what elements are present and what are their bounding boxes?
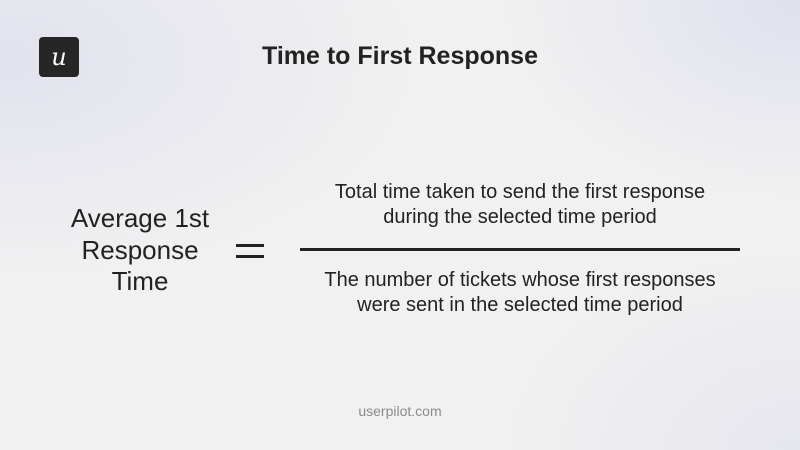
footer-url: userpilot.com bbox=[358, 403, 442, 419]
lhs-line: Response bbox=[81, 234, 199, 265]
numerator-line: Total time taken to send the first respo… bbox=[334, 181, 706, 203]
lhs-line: Average 1st bbox=[70, 203, 210, 233]
formula-denominator: The number of tickets whose first respon… bbox=[290, 268, 750, 318]
denominator-line: were sent in the selected time period bbox=[357, 294, 683, 316]
userpilot-logo-icon: u bbox=[39, 37, 79, 77]
equals-bar bbox=[236, 255, 264, 258]
formula-numerator: Total time taken to send the first respo… bbox=[290, 180, 750, 230]
formula-lhs: Average 1st Response Time bbox=[40, 203, 240, 298]
denominator-line: The number of tickets whose first respon… bbox=[324, 269, 716, 291]
equals-bar bbox=[236, 244, 264, 247]
numerator-line: during the selected time period bbox=[383, 206, 657, 228]
page-title: Time to First Response bbox=[262, 42, 538, 70]
equals-sign bbox=[236, 244, 264, 266]
fraction-bar bbox=[300, 248, 740, 251]
lhs-line: Time bbox=[111, 266, 169, 296]
